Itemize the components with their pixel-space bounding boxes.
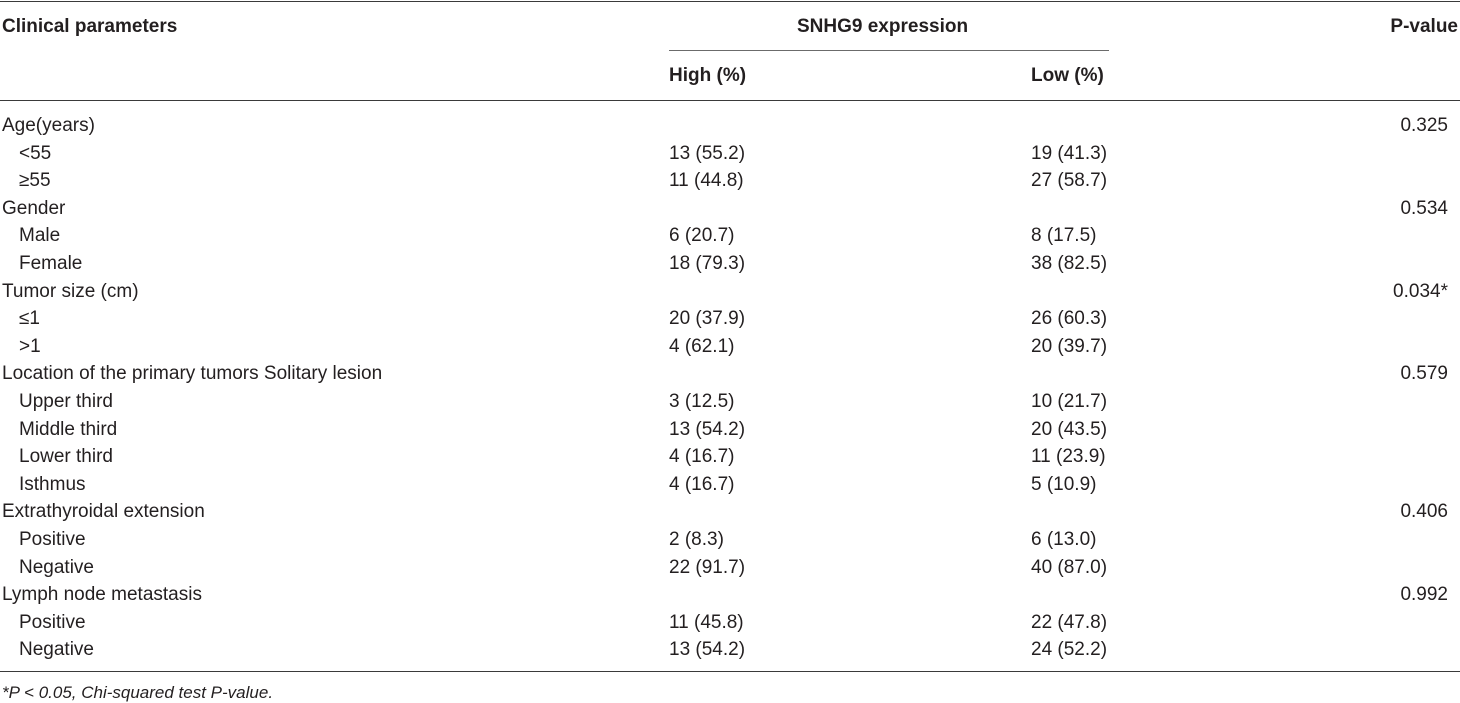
row-label: Age(years) [2,115,95,136]
row-label: Isthmus [19,473,86,495]
row-label: Upper third [19,391,113,412]
table-row: Male 6 (20.7) 8 (17.5) [0,223,1460,251]
table-row: ≤1 20 (37.9) 26 (60.3) [0,306,1460,334]
row-label: Positive [19,529,86,550]
cell-high: 4 (16.7) [669,473,735,495]
cell-low: 20 (43.5) [1031,418,1108,440]
cell-low: 20 (39.7) [1031,335,1108,357]
table-row: Upper third 3 (12.5) 10 (21.7) [0,389,1460,417]
row-label: Location of the primary tumors Solitary … [2,363,383,385]
cell-high: 20 (37.9) [669,308,746,330]
row-label: Tumor size (cm) [2,280,139,302]
cell-p-value: 0.579 [1400,363,1448,385]
table-row: Isthmus 4 (16.7) 5 (10.9) [0,472,1460,500]
cell-low: 40 (87.0) [1031,556,1108,578]
row-label: ≥55 [19,170,51,192]
row-label: ≤1 [19,308,40,330]
cell-high: 13 (54.2) [669,639,746,661]
table-row: Location of the primary tumors Solitary … [0,361,1460,389]
cell-p-value: 0.325 [1400,115,1448,136]
row-label: >1 [19,335,41,357]
cell-p-value: 0.406 [1400,501,1448,523]
header-high: High (%) [669,65,747,86]
cell-high: 2 (8.3) [669,529,724,550]
table-top-rule [0,1,1460,2]
cell-p-value: 0.534 [1400,197,1448,219]
table-bottom-rule [0,671,1460,672]
group-header-underline [669,50,1109,51]
row-label: Gender [2,197,66,219]
header-p-value: P-value [1390,16,1458,37]
header-clinical-parameters: Clinical parameters [2,16,178,37]
table-row: Lymph node metastasis 0.992 [0,582,1460,610]
table-row: Gender 0.534 [0,196,1460,224]
cell-low: 24 (52.2) [1031,639,1108,661]
table-row: Negative 22 (91.7) 40 (87.0) [0,555,1460,583]
table-row: >1 4 (62.1) 20 (39.7) [0,334,1460,362]
table-row: Positive 2 (8.3) 6 (13.0) [0,527,1460,555]
cell-low: 11 (23.9) [1031,446,1106,468]
cell-p-value: 0.034* [1393,280,1448,302]
table-row: Lower third 4 (16.7) 11 (23.9) [0,444,1460,472]
cell-high: 11 (45.8) [669,611,744,633]
row-label: Lower third [19,446,113,468]
cell-high: 4 (62.1) [669,335,735,357]
cell-high: 13 (54.2) [669,418,746,440]
table-row: Middle third 13 (54.2) 20 (43.5) [0,417,1460,445]
table-row: Age(years) 0.325 [0,113,1460,141]
cell-low: 10 (21.7) [1031,391,1108,412]
table-row: Extrathyroidal extension 0.406 [0,499,1460,527]
table-footnote: *P < 0.05, Chi-squared test P-value. [2,683,274,702]
row-label: <55 [19,142,52,164]
row-label: Positive [19,611,86,633]
cell-high: 6 (20.7) [669,225,735,247]
row-label: Middle third [19,418,118,440]
cell-low: 27 (58.7) [1031,170,1108,192]
cell-low: 19 (41.3) [1031,142,1108,164]
table-row: Female 18 (79.3) 38 (82.5) [0,251,1460,279]
table-row: Positive 11 (45.8) 22 (47.8) [0,610,1460,638]
cell-low: 8 (17.5) [1031,225,1097,247]
cell-low: 26 (60.3) [1031,308,1108,330]
table-row: ≥55 11 (44.8) 27 (58.7) [0,168,1460,196]
cell-high: 22 (91.7) [669,556,746,578]
cell-low: 5 (10.9) [1031,473,1097,495]
row-label: Male [19,225,61,247]
cell-low: 38 (82.5) [1031,253,1108,274]
row-label: Negative [19,556,94,578]
table-row: Tumor size (cm) 0.034* [0,279,1460,307]
cell-low: 22 (47.8) [1031,611,1108,633]
header-snhg9-expression: SNHG9 expression [797,16,969,37]
cell-high: 4 (16.7) [669,446,735,468]
cell-p-value: 0.992 [1400,584,1448,606]
table-row: <55 13 (55.2) 19 (41.3) [0,141,1460,169]
row-label: Negative [19,639,94,661]
row-label: Extrathyroidal extension [2,501,205,523]
table-header-rule [0,100,1460,101]
cell-low: 6 (13.0) [1031,529,1097,550]
cell-high: 13 (55.2) [669,142,746,164]
row-label: Lymph node metastasis [2,584,202,606]
cell-high: 3 (12.5) [669,391,735,412]
cell-high: 11 (44.8) [669,170,744,192]
table-row: Negative 13 (54.2) 24 (52.2) [0,637,1460,665]
header-low: Low (%) [1031,65,1104,86]
row-label: Female [19,253,83,274]
cell-high: 18 (79.3) [669,253,746,274]
